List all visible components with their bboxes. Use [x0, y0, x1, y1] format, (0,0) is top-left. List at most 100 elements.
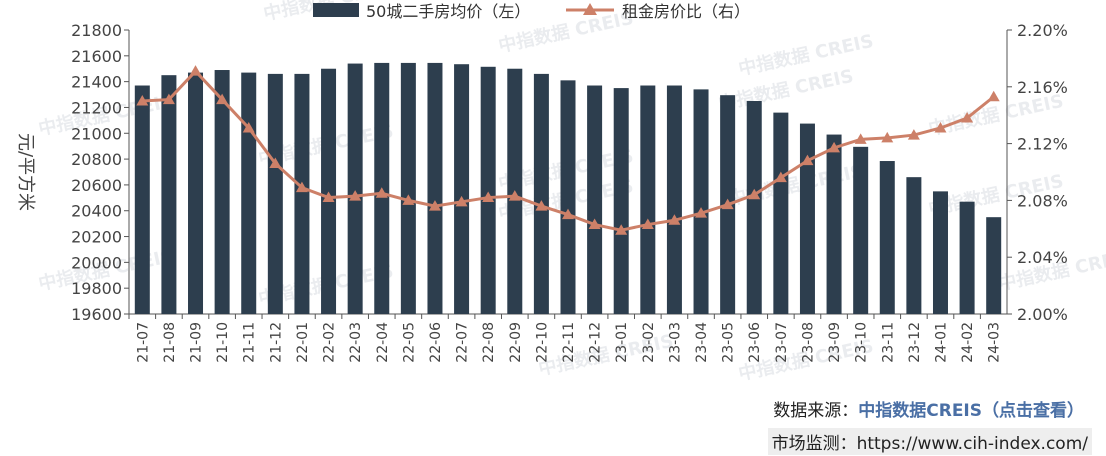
x-tick-label: 22-05: [401, 322, 417, 363]
line-point: [242, 121, 255, 133]
legend-line-label: 租金房价比（右）: [622, 2, 750, 21]
line-point: [854, 133, 867, 144]
bar: [986, 217, 1002, 314]
bar: [533, 73, 549, 315]
line-point: [216, 93, 229, 105]
bar: [321, 68, 337, 315]
y-tick-label: 21000: [71, 124, 122, 143]
x-tick-label: 22-08: [481, 322, 497, 363]
line-point: [695, 207, 708, 218]
x-tick-label: 23-05: [721, 322, 737, 363]
line-point: [295, 181, 308, 193]
line-point: [508, 190, 521, 201]
x-tick-label: 22-09: [508, 322, 524, 363]
tick-labels: 21800 21600 21400 21200 21000 20800 20600 20400…: [71, 21, 1068, 363]
bar: [587, 85, 603, 314]
bar: [454, 64, 470, 314]
line-point: [668, 214, 681, 225]
x-tick-label: 22-04: [375, 322, 391, 363]
y2-tick-label: 2.00%: [1017, 305, 1068, 324]
bar: [746, 101, 762, 314]
y-tick-label: 20400: [71, 202, 122, 221]
bar: [879, 161, 895, 314]
y-tick-label: 20200: [71, 228, 122, 247]
line-point: [322, 191, 335, 203]
bar: [427, 62, 443, 314]
bar: [693, 89, 709, 314]
y2-tick-label: 2.08%: [1017, 191, 1068, 210]
line-point: [269, 157, 282, 168]
line-point: [375, 187, 388, 198]
x-tick-label: 24-01: [933, 322, 949, 363]
bar: [826, 134, 842, 314]
y2-tick-label: 2.16%: [1017, 78, 1068, 97]
bar: [134, 85, 150, 314]
x-tick-label: 23-03: [667, 322, 683, 363]
y-tick-label: 21800: [71, 21, 122, 40]
y-tick-label: 20600: [71, 176, 122, 195]
source-link[interactable]: 中指数据CREIS: [858, 401, 982, 421]
y-tick-label: 19600: [71, 305, 122, 324]
data-source: 数据来源：中指数据CREIS（点击查看）: [773, 396, 1084, 421]
x-tick-label: 22-10: [534, 322, 550, 363]
line-point: [748, 188, 761, 200]
watermark-text: 中指数据 CREIS: [736, 30, 875, 80]
bar: [241, 72, 257, 314]
line-point: [774, 171, 787, 183]
x-tick-label: 23-02: [641, 322, 657, 363]
x-tick-label: 22-02: [322, 322, 338, 363]
y-axis-label: 元/平方米: [15, 133, 36, 211]
x-tick-label: 21-08: [162, 322, 178, 363]
line-point: [907, 129, 920, 140]
x-tick-label: 23-04: [694, 322, 710, 363]
bar: [400, 62, 416, 314]
line-series: [136, 65, 1000, 235]
x-tick-label: 22-07: [455, 322, 471, 363]
line-point: [402, 194, 415, 205]
legend-bar-label: 50城二手房均价（左）: [366, 2, 530, 21]
bar: [214, 70, 230, 314]
y-tick-label: 21200: [71, 98, 122, 117]
source-label: 数据来源：: [773, 401, 859, 421]
line-point: [641, 218, 654, 230]
legend-bar-swatch: [313, 3, 359, 17]
line-point: [828, 141, 841, 153]
line-point: [349, 190, 362, 201]
x-tick-label: 21-10: [215, 322, 231, 363]
bar: [267, 73, 283, 315]
bar: [853, 146, 869, 314]
monitor-label: 市场监测：: [771, 434, 857, 454]
x-tick-label: 22-12: [588, 322, 604, 363]
bar: [161, 75, 177, 314]
x-tick-label: 24-02: [960, 322, 976, 363]
y-tick-label: 19800: [71, 279, 122, 298]
bar-series: [134, 62, 1002, 315]
line-point: [801, 154, 814, 166]
source-hint[interactable]: （点击查看）: [982, 401, 1084, 421]
market-monitor: 市场监测：https://www.cih-index.com/: [767, 428, 1092, 455]
y-tick-label: 20800: [71, 150, 122, 169]
x-tick-label: 23-10: [854, 322, 870, 363]
bar: [666, 85, 682, 314]
bar: [560, 80, 576, 314]
x-tick-label: 23-11: [880, 322, 896, 363]
x-tick-label: 22-01: [295, 322, 311, 363]
y2-tick-label: 2.04%: [1017, 248, 1068, 267]
bar: [959, 201, 975, 314]
x-tick-label: 23-12: [907, 322, 923, 363]
monitor-url[interactable]: https://www.cih-index.com/: [856, 434, 1088, 454]
x-tick-label: 21-09: [189, 322, 205, 363]
line-point: [961, 112, 974, 123]
x-tick-label: 24-03: [987, 322, 1003, 363]
legend-line-marker: [583, 3, 597, 15]
bar: [294, 73, 310, 315]
legend: 50城二手房均价（左） 租金房价比（右）: [313, 2, 750, 21]
x-tick-label: 22-03: [348, 322, 364, 363]
line-point: [136, 95, 149, 106]
bar: [773, 112, 789, 314]
x-tick-label: 21-07: [135, 322, 151, 363]
line-point: [428, 200, 441, 211]
bar: [640, 85, 656, 314]
bar: [347, 63, 363, 315]
